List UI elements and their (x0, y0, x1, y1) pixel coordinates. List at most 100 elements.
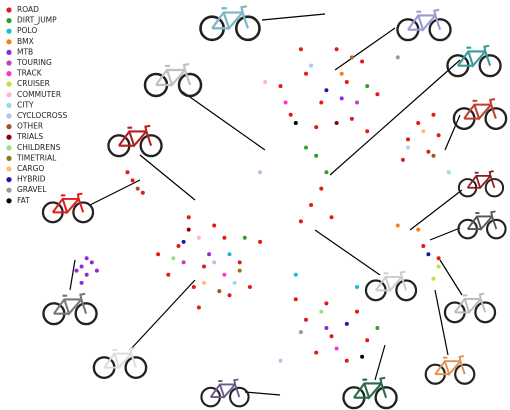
point (330, 215, 334, 219)
legend-marker (6, 82, 11, 87)
legend-marker (6, 156, 11, 161)
point (279, 359, 283, 363)
point (187, 228, 191, 232)
bicycle-icon (458, 211, 505, 238)
point (299, 47, 303, 51)
point (406, 146, 410, 150)
legend-label: HYBRID (17, 175, 46, 184)
point (319, 310, 323, 314)
leader-line (445, 115, 460, 150)
leader-line (440, 260, 462, 295)
point (141, 191, 145, 195)
legend-marker (6, 113, 11, 118)
legend-marker (6, 7, 11, 12)
point (238, 269, 242, 273)
bicycle-icon (201, 6, 260, 40)
point (294, 297, 298, 301)
point (330, 334, 334, 338)
legend-label: GRAVEL (17, 185, 47, 194)
bicycle-icon (426, 356, 475, 384)
point (289, 113, 293, 117)
point (258, 240, 262, 244)
point (350, 117, 354, 121)
leader-line (315, 230, 380, 275)
bicycle-icon (108, 126, 161, 156)
legend-label: COMMUTER (17, 90, 61, 99)
legend-marker (6, 18, 11, 23)
legend-marker (6, 50, 11, 55)
point (95, 269, 99, 273)
legend-label: FAT (17, 196, 30, 205)
point (421, 129, 425, 133)
legend-marker (6, 188, 11, 193)
point (314, 351, 318, 355)
point (401, 158, 405, 162)
point (279, 84, 283, 88)
point (299, 330, 303, 334)
leader-lines (70, 14, 462, 395)
point (432, 277, 436, 281)
legend-label: CHILDRENS (17, 143, 61, 152)
point (222, 273, 226, 277)
bicycle-icon (343, 378, 396, 408)
legend-marker (6, 92, 11, 97)
point (212, 224, 216, 228)
point (217, 289, 221, 293)
legend-label: BMX (17, 37, 34, 46)
point (126, 170, 130, 174)
point (319, 101, 323, 105)
point (233, 281, 237, 285)
legend-label: DIRT_JUMP (17, 16, 57, 25)
point (299, 219, 303, 223)
point (324, 170, 328, 174)
leader-line (90, 180, 140, 205)
legend-label: POLO (17, 26, 37, 35)
bicycle-icon (459, 171, 503, 196)
point (182, 260, 186, 264)
point (335, 347, 339, 351)
point (207, 252, 211, 256)
point (437, 133, 441, 137)
point (80, 281, 84, 285)
legend-marker (6, 60, 11, 65)
point (284, 101, 288, 105)
legend-label: CARGO (17, 164, 44, 173)
point (340, 72, 344, 76)
legend-marker (6, 166, 11, 171)
bicycle-icon (94, 348, 146, 378)
point (432, 113, 436, 117)
point (304, 72, 308, 76)
point (365, 84, 369, 88)
point (437, 256, 441, 260)
point (396, 55, 400, 59)
leader-line (70, 260, 75, 290)
legend-label: TRIALS (16, 132, 43, 141)
point (304, 146, 308, 150)
point (294, 273, 298, 277)
legend-label: CYCLOCROSS (17, 111, 67, 120)
point (432, 154, 436, 158)
point (197, 236, 201, 240)
point (437, 265, 441, 269)
point (131, 178, 135, 182)
legend-marker (6, 71, 11, 76)
point (304, 318, 308, 322)
bicycle-icon (201, 379, 248, 406)
point (238, 260, 242, 264)
legend-label: TIMETRIAL (16, 153, 57, 162)
point (375, 326, 379, 330)
point (324, 88, 328, 92)
point (294, 121, 298, 125)
point (171, 256, 175, 260)
point (345, 80, 349, 84)
point (360, 60, 364, 64)
point (187, 215, 191, 219)
bicycle-icon (43, 194, 93, 223)
bicycle-icon (445, 294, 495, 323)
point (416, 228, 420, 232)
leader-line (335, 28, 395, 70)
point (228, 252, 232, 256)
point (314, 125, 318, 129)
point (355, 310, 359, 314)
point (166, 273, 170, 277)
